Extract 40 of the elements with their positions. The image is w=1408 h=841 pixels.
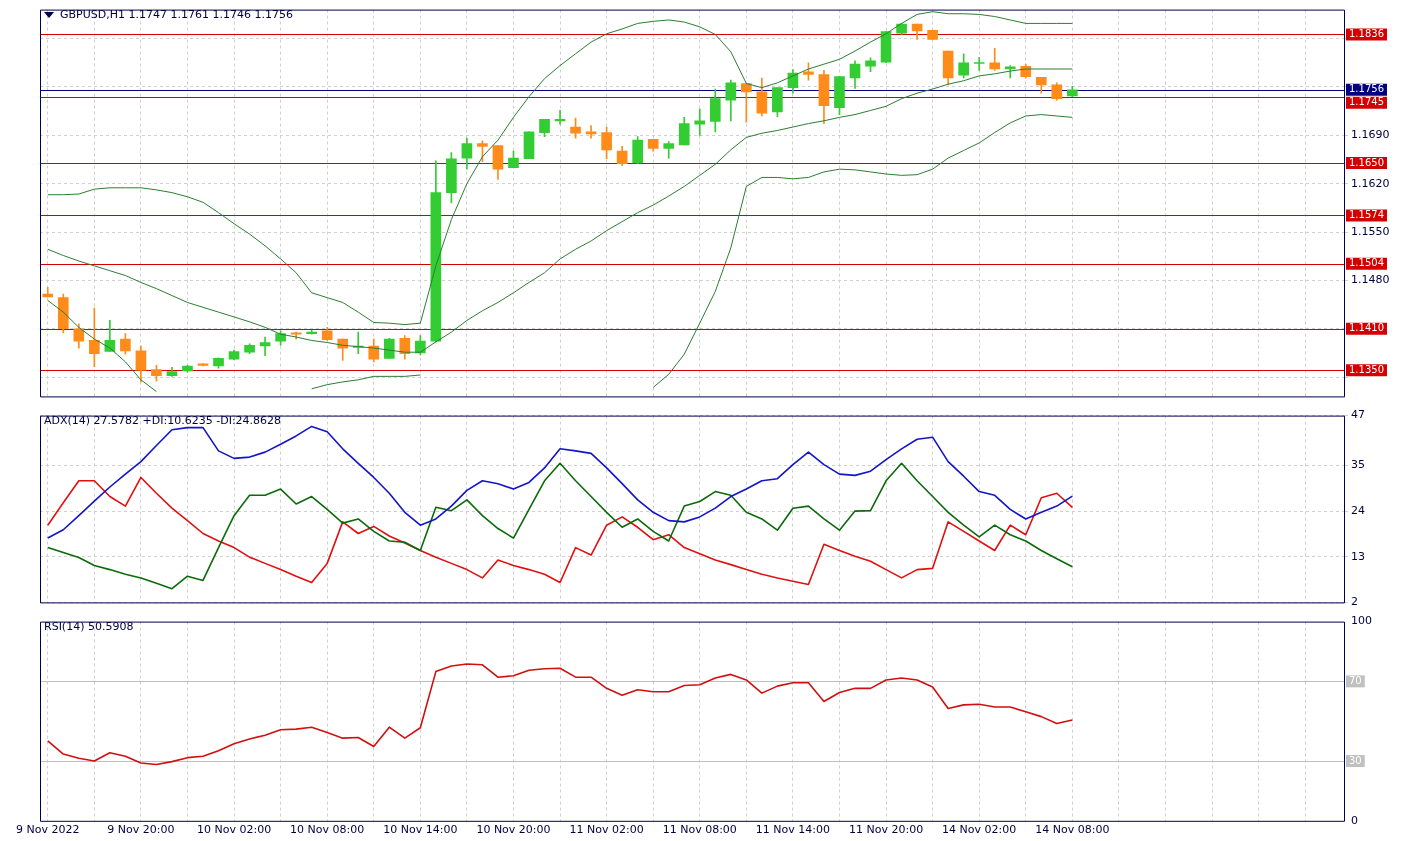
ref-line-label: 1.1504 — [1349, 257, 1384, 269]
candlestick — [259, 336, 271, 356]
x-tick-label: 11 Nov 14:00 — [755, 823, 830, 837]
y-tick-label: 24 — [1351, 503, 1365, 517]
y-tick-label: 1.1480 — [1351, 273, 1390, 287]
ref-line-label: 1.1756 — [1349, 83, 1384, 95]
y-tick-label: 47 — [1351, 408, 1365, 422]
x-tick-label: 11 Nov 08:00 — [662, 823, 737, 837]
x-tick-label: 11 Nov 02:00 — [569, 823, 644, 837]
chart-title: GBPUSD,H1 1.1747 1.1761 1.1746 1.1756 — [60, 8, 293, 21]
x-tick-label: 9 Nov 2022 — [16, 823, 80, 837]
ref-line-label: 1.1650 — [1349, 156, 1384, 168]
y-tick-label: 1.1620 — [1351, 176, 1390, 190]
y-tick-label: 2 — [1351, 595, 1358, 609]
x-tick-label: 10 Nov 20:00 — [476, 823, 551, 837]
ref-line-label: 1.1574 — [1349, 209, 1384, 221]
x-tick-label: 11 Nov 20:00 — [848, 823, 924, 837]
candlestick — [694, 108, 706, 136]
y-tick-label: 35 — [1351, 458, 1365, 472]
x-tick-label: 9 Nov 20:00 — [107, 823, 175, 837]
candlestick — [973, 56, 985, 71]
ref-line-label: 1.1410 — [1349, 322, 1384, 334]
chart-title: RSI(14) 50.5908 — [44, 620, 134, 633]
y-tick-label: 13 — [1351, 549, 1365, 563]
ref-line-label: 1.1350 — [1349, 363, 1384, 375]
ref-line-label: 1.1836 — [1349, 28, 1384, 40]
chart-title: ADX(14) 27.5782 +DI:10.6235 -DI:24.8628 — [44, 414, 282, 427]
ref-line-label: 1.1745 — [1349, 96, 1384, 108]
x-tick-label: 10 Nov 14:00 — [383, 823, 458, 837]
y-tick-label: 100 — [1351, 614, 1372, 628]
ref-line-label: 70 — [1349, 674, 1362, 686]
y-tick-label: 0 — [1351, 813, 1358, 827]
y-tick-label: 1.1690 — [1351, 128, 1390, 142]
x-tick-label: 14 Nov 08:00 — [1035, 823, 1110, 837]
x-tick-label: 10 Nov 08:00 — [290, 823, 365, 837]
x-tick-label: 10 Nov 02:00 — [196, 823, 272, 837]
y-tick-label: 1.1550 — [1351, 224, 1390, 238]
x-tick-label: 14 Nov 02:00 — [942, 823, 1017, 837]
ref-line-label: 30 — [1349, 754, 1362, 766]
candlestick — [554, 110, 566, 125]
